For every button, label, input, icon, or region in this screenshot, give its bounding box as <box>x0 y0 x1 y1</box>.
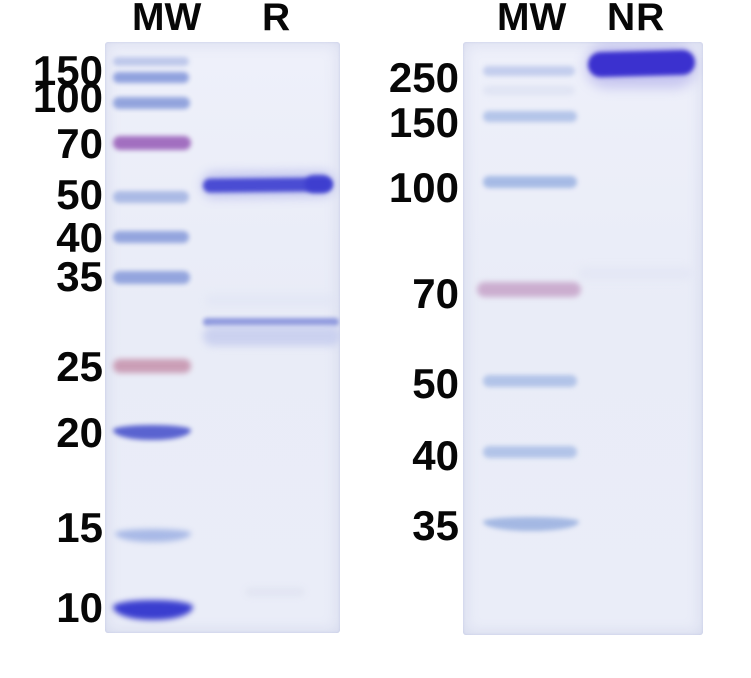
mw-label-15: 15 <box>56 504 103 551</box>
lane-header-reduced: R <box>262 0 291 39</box>
mw-label-10: 10 <box>56 584 103 631</box>
ladder-band <box>483 111 577 122</box>
mw-label-40: 40 <box>56 214 103 261</box>
mw-label-40: 40 <box>412 432 459 479</box>
mw-label-100: 100 <box>32 74 103 121</box>
lane-header-marker-left: MW <box>132 0 202 39</box>
mw-label-70: 70 <box>412 270 459 317</box>
ladder-band <box>113 425 191 440</box>
ladder-band <box>113 271 190 284</box>
ladder-band <box>115 529 191 542</box>
ladder-band <box>113 57 189 66</box>
mw-label-50: 50 <box>56 171 103 218</box>
ladder-band <box>483 176 577 188</box>
mw-label-100: 100 <box>388 164 459 211</box>
sample-smear-band <box>205 294 335 307</box>
mw-axis-right: 250 150 100 70 50 40 35 <box>359 0 459 678</box>
ladder-band <box>113 359 191 373</box>
ladder-band <box>483 66 575 76</box>
ladder-band <box>113 136 191 150</box>
ladder-band <box>113 191 189 203</box>
sample-smear-band <box>245 587 305 597</box>
ladder-band <box>483 446 577 458</box>
gel-image-non-reduced <box>463 42 703 635</box>
ladder-band <box>483 86 575 95</box>
ladder-band <box>483 517 579 531</box>
ladder-band <box>113 600 193 620</box>
mw-label-35: 35 <box>56 253 103 300</box>
ladder-band <box>113 72 189 83</box>
ladder-band <box>113 231 189 243</box>
sample-core-band <box>203 318 339 326</box>
mw-label-35: 35 <box>412 502 459 549</box>
lane-header-non-reduced: NR <box>607 0 666 39</box>
gel-image-reduced <box>105 42 340 633</box>
lane-header-marker-right: MW <box>497 0 567 39</box>
mw-label-50: 50 <box>412 360 459 407</box>
ladder-band <box>483 375 577 387</box>
sample-edge-band <box>305 175 331 193</box>
mw-label-150: 150 <box>32 47 103 94</box>
mw-label-70: 70 <box>56 120 103 167</box>
ladder-band <box>113 97 190 109</box>
mw-label-20: 20 <box>56 409 103 456</box>
ladder-band <box>477 282 581 297</box>
sample-smear-band <box>578 267 693 280</box>
mw-label-25: 25 <box>56 343 103 390</box>
sample-core-band <box>587 49 696 78</box>
mw-label-250: 250 <box>388 54 459 101</box>
mw-label-150: 150 <box>388 99 459 146</box>
sample-halo-band <box>203 326 340 346</box>
mw-axis-left: 150 100 70 50 40 35 25 20 15 10 <box>0 0 103 678</box>
